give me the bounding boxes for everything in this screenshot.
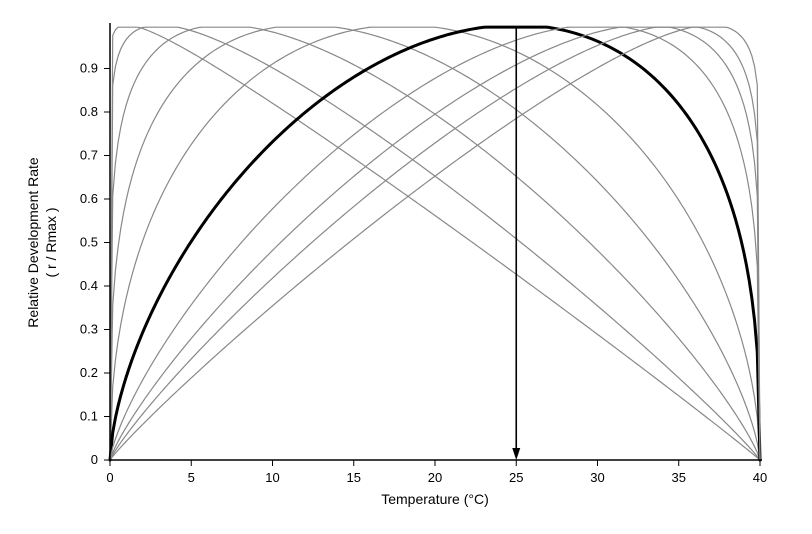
chart-svg: 0 5 10 15 20 25 30 35 40 0 0.1 0.2 0.3 0.4 0.5 0.6 0.7 0.… <box>0 0 812 534</box>
dev-rate-chart: 0 5 10 15 20 25 30 35 40 0 0.1 0.2 0.3 0.4 0.5 0.6 0.7 0.… <box>0 0 812 534</box>
y-axis-label-2: ( r / Rmax ) <box>43 208 59 278</box>
y-tick-label: 0.7 <box>80 148 98 163</box>
y-tick-label: 0.9 <box>80 61 98 76</box>
y-axis-label-1: Relative Development Rate <box>25 157 41 328</box>
x-tick-label: 35 <box>672 470 686 485</box>
y-tick-label: 0.4 <box>80 278 98 293</box>
x-axis-label: Temperature (°C) <box>381 491 489 507</box>
x-tick-label: 20 <box>428 470 442 485</box>
y-tick-label: 0.5 <box>80 235 98 250</box>
y-tick-label: 0.3 <box>80 322 98 337</box>
x-tick-label: 5 <box>188 470 195 485</box>
x-tick-label: 25 <box>509 470 523 485</box>
y-tick-label: 0.8 <box>80 104 98 119</box>
x-tick-label: 0 <box>106 470 113 485</box>
x-tick-label: 10 <box>265 470 279 485</box>
y-tick-label: 0.1 <box>80 409 98 424</box>
x-tick-label: 30 <box>590 470 604 485</box>
x-tick-label: 15 <box>347 470 361 485</box>
y-tick-label: 0.6 <box>80 191 98 206</box>
y-tick-label: 0 <box>91 452 98 467</box>
x-tick-label: 40 <box>753 470 767 485</box>
y-tick-label: 0.2 <box>80 365 98 380</box>
